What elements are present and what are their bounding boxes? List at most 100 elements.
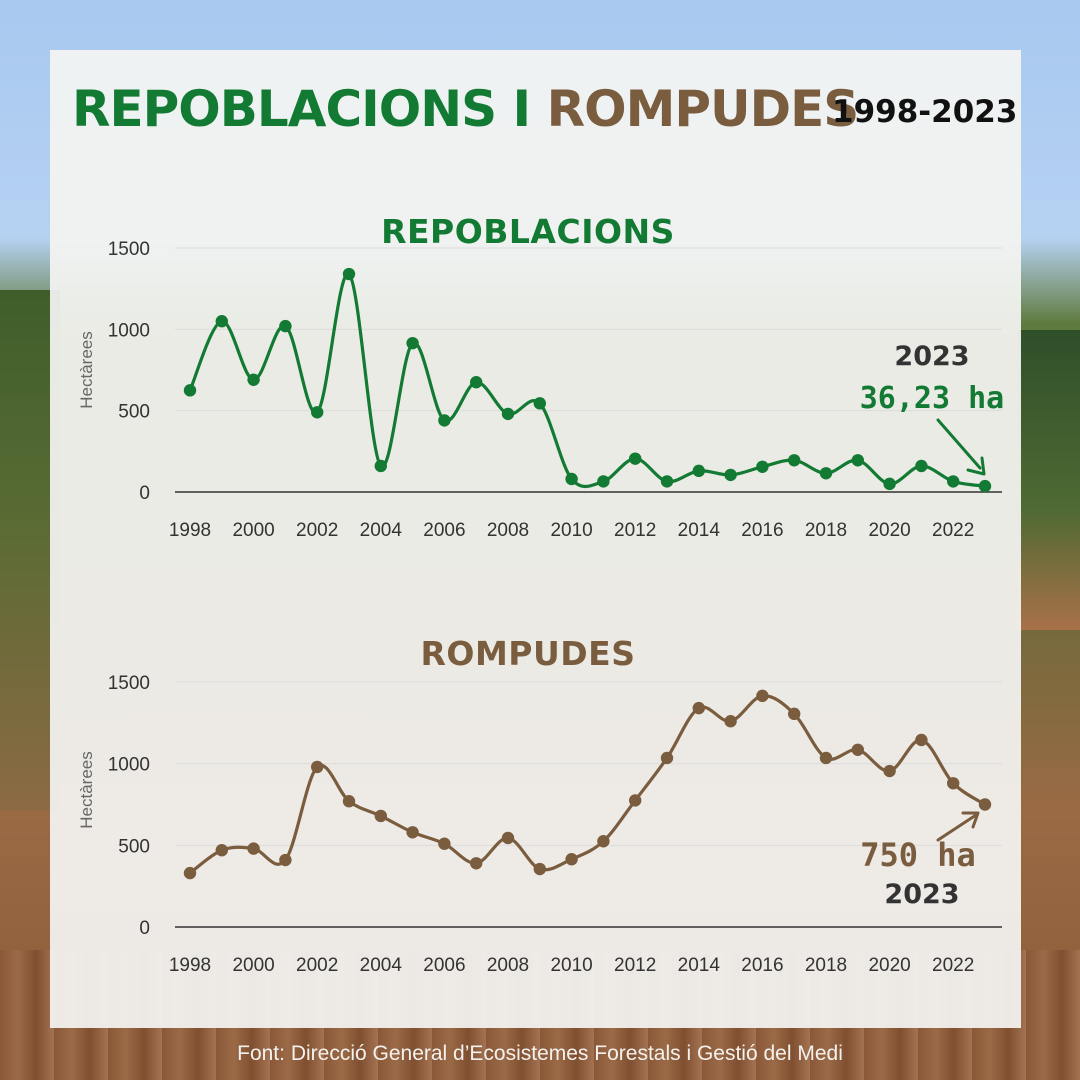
repoblacions-data-point xyxy=(629,452,642,465)
rompudes-annotation-arrow-shaft xyxy=(936,813,978,842)
rompudes-data-point xyxy=(597,835,610,848)
rompudes-data-point xyxy=(629,794,642,807)
rompudes-y-tick-label: 500 xyxy=(118,836,150,857)
background-hillside-right xyxy=(1018,330,1080,630)
rompudes-x-tick-label: 1998 xyxy=(169,955,211,976)
repoblacions-data-point xyxy=(692,464,705,478)
repoblacions-data-point xyxy=(915,459,928,473)
rompudes-y-tick-label: 0 xyxy=(139,918,150,939)
rompudes-data-point xyxy=(819,751,833,765)
repoblacions-x-tick-label: 2002 xyxy=(296,520,338,541)
rompudes-data-point xyxy=(215,844,228,857)
repoblacions-x-tick-label: 2014 xyxy=(678,520,721,541)
rompudes-data-point xyxy=(915,733,928,747)
rompudes-x-tick-label: 2002 xyxy=(296,955,338,976)
repoblacions-x-tick-label: 2016 xyxy=(741,520,783,541)
rompudes-data-point xyxy=(565,853,578,866)
rompudes-x-tick-label: 2010 xyxy=(550,955,592,976)
repoblacions-data-point xyxy=(947,475,960,488)
rompudes-data-point xyxy=(756,689,769,703)
rompudes-data-point xyxy=(374,809,387,823)
rompudes-data-point xyxy=(883,764,896,778)
repoblacions-y-tick-label: 500 xyxy=(118,402,150,423)
main-title-rompudes: ROMPUDES xyxy=(546,80,860,138)
repoblacions-annotation-arrow-shaft xyxy=(936,418,982,470)
repoblacions-data-point xyxy=(756,460,769,473)
rompudes-x-tick-label: 2014 xyxy=(678,955,721,976)
rompudes-annotation-value: 750 ha xyxy=(860,836,976,874)
rompudes-x-tick-label: 2012 xyxy=(614,955,656,976)
rompudes-data-point xyxy=(342,795,356,808)
repoblacions-y-tick-label: 1000 xyxy=(108,320,150,341)
rompudes-data-point xyxy=(247,842,260,855)
repoblacions-y-axis-label: Hectàrees xyxy=(77,331,96,408)
repoblacions-data-point xyxy=(342,267,356,281)
repoblacions-y-tick-label: 0 xyxy=(139,483,150,504)
rompudes-data-point xyxy=(533,862,546,876)
repoblacions-data-point xyxy=(660,475,674,488)
repoblacions-y-tick-label: 1500 xyxy=(108,239,150,260)
main-title: REPOBLACIONS I ROMPUDES xyxy=(72,78,860,140)
rompudes-x-tick-label: 2020 xyxy=(868,955,910,976)
rompudes-annotation-year: 2023 xyxy=(884,879,959,910)
rompudes-data-point xyxy=(438,837,451,850)
repoblacions-data-point xyxy=(374,459,387,473)
source-credit: Font: Direcció General d’Ecosistemes For… xyxy=(237,1042,843,1065)
rompudes-x-tick-label: 2000 xyxy=(232,955,274,976)
rompudes-y-axis-label: Hectàrees xyxy=(77,751,96,828)
repoblacions-x-tick-label: 2004 xyxy=(360,520,403,541)
repoblacions-data-point xyxy=(597,475,610,488)
repoblacions-data-point xyxy=(215,315,228,328)
repoblacions-data-point xyxy=(438,414,451,427)
repoblacions-data-point xyxy=(565,472,578,486)
rompudes-data-point xyxy=(947,777,960,790)
rompudes-data-point xyxy=(183,866,197,880)
repoblacions-data-point xyxy=(533,397,546,410)
rompudes-x-tick-label: 2004 xyxy=(360,955,403,976)
rompudes-data-point xyxy=(406,826,419,839)
repoblacions-annotation-value: 36,23 ha xyxy=(860,381,1005,416)
rompudes-data-point xyxy=(724,715,737,728)
rompudes-data-point xyxy=(692,701,705,715)
repoblacions-data-point xyxy=(183,384,197,397)
rompudes-data-point xyxy=(851,743,864,756)
repoblacions-annotation-arrow-head xyxy=(966,456,986,476)
repoblacions-chart-title: REPOBLACIONS xyxy=(381,212,675,251)
repoblacions-data-point xyxy=(501,407,515,421)
repoblacions-data-point xyxy=(883,477,896,491)
repoblacions-x-tick-label: 2018 xyxy=(805,520,847,541)
rompudes-annotation-arrow-head xyxy=(961,811,980,829)
rompudes-chart-title: ROMPUDES xyxy=(421,634,636,673)
repoblacions-data-point xyxy=(247,373,260,386)
repoblacions-data-point xyxy=(788,454,801,467)
repoblacions-annotation-year: 2023 xyxy=(894,341,969,372)
rompudes-data-point xyxy=(311,760,324,774)
repoblacions-x-tick-label: 2012 xyxy=(614,520,656,541)
repoblacions-data-point xyxy=(724,468,737,482)
repoblacions-data-point xyxy=(311,406,324,419)
title-years: 1998-2023 xyxy=(832,94,1018,130)
rompudes-x-tick-label: 2018 xyxy=(805,955,847,976)
rompudes-x-tick-label: 2008 xyxy=(487,955,529,976)
rompudes-data-point xyxy=(660,751,674,765)
rompudes-y-tick-label: 1000 xyxy=(108,755,150,776)
rompudes-y-tick-label: 1500 xyxy=(108,673,150,694)
repoblacions-data-point xyxy=(406,336,419,350)
repoblacions-data-point xyxy=(470,376,483,389)
repoblacions-x-tick-label: 2010 xyxy=(550,520,592,541)
repoblacions-x-tick-label: 2020 xyxy=(868,520,910,541)
repoblacions-x-tick-label: 2022 xyxy=(932,520,974,541)
repoblacions-data-point xyxy=(978,479,992,493)
repoblacions-data-point xyxy=(279,319,292,333)
rompudes-data-point xyxy=(978,798,992,811)
repoblacions-data-point xyxy=(851,454,864,467)
rompudes-data-point xyxy=(470,857,483,870)
rompudes-data-point xyxy=(279,853,292,867)
rompudes-data-point xyxy=(501,831,515,845)
rompudes-x-tick-label: 2006 xyxy=(423,955,465,976)
rompudes-x-tick-label: 2022 xyxy=(932,955,974,976)
repoblacions-x-tick-label: 2006 xyxy=(423,520,465,541)
repoblacions-x-tick-label: 1998 xyxy=(169,520,211,541)
repoblacions-data-point xyxy=(819,467,833,480)
